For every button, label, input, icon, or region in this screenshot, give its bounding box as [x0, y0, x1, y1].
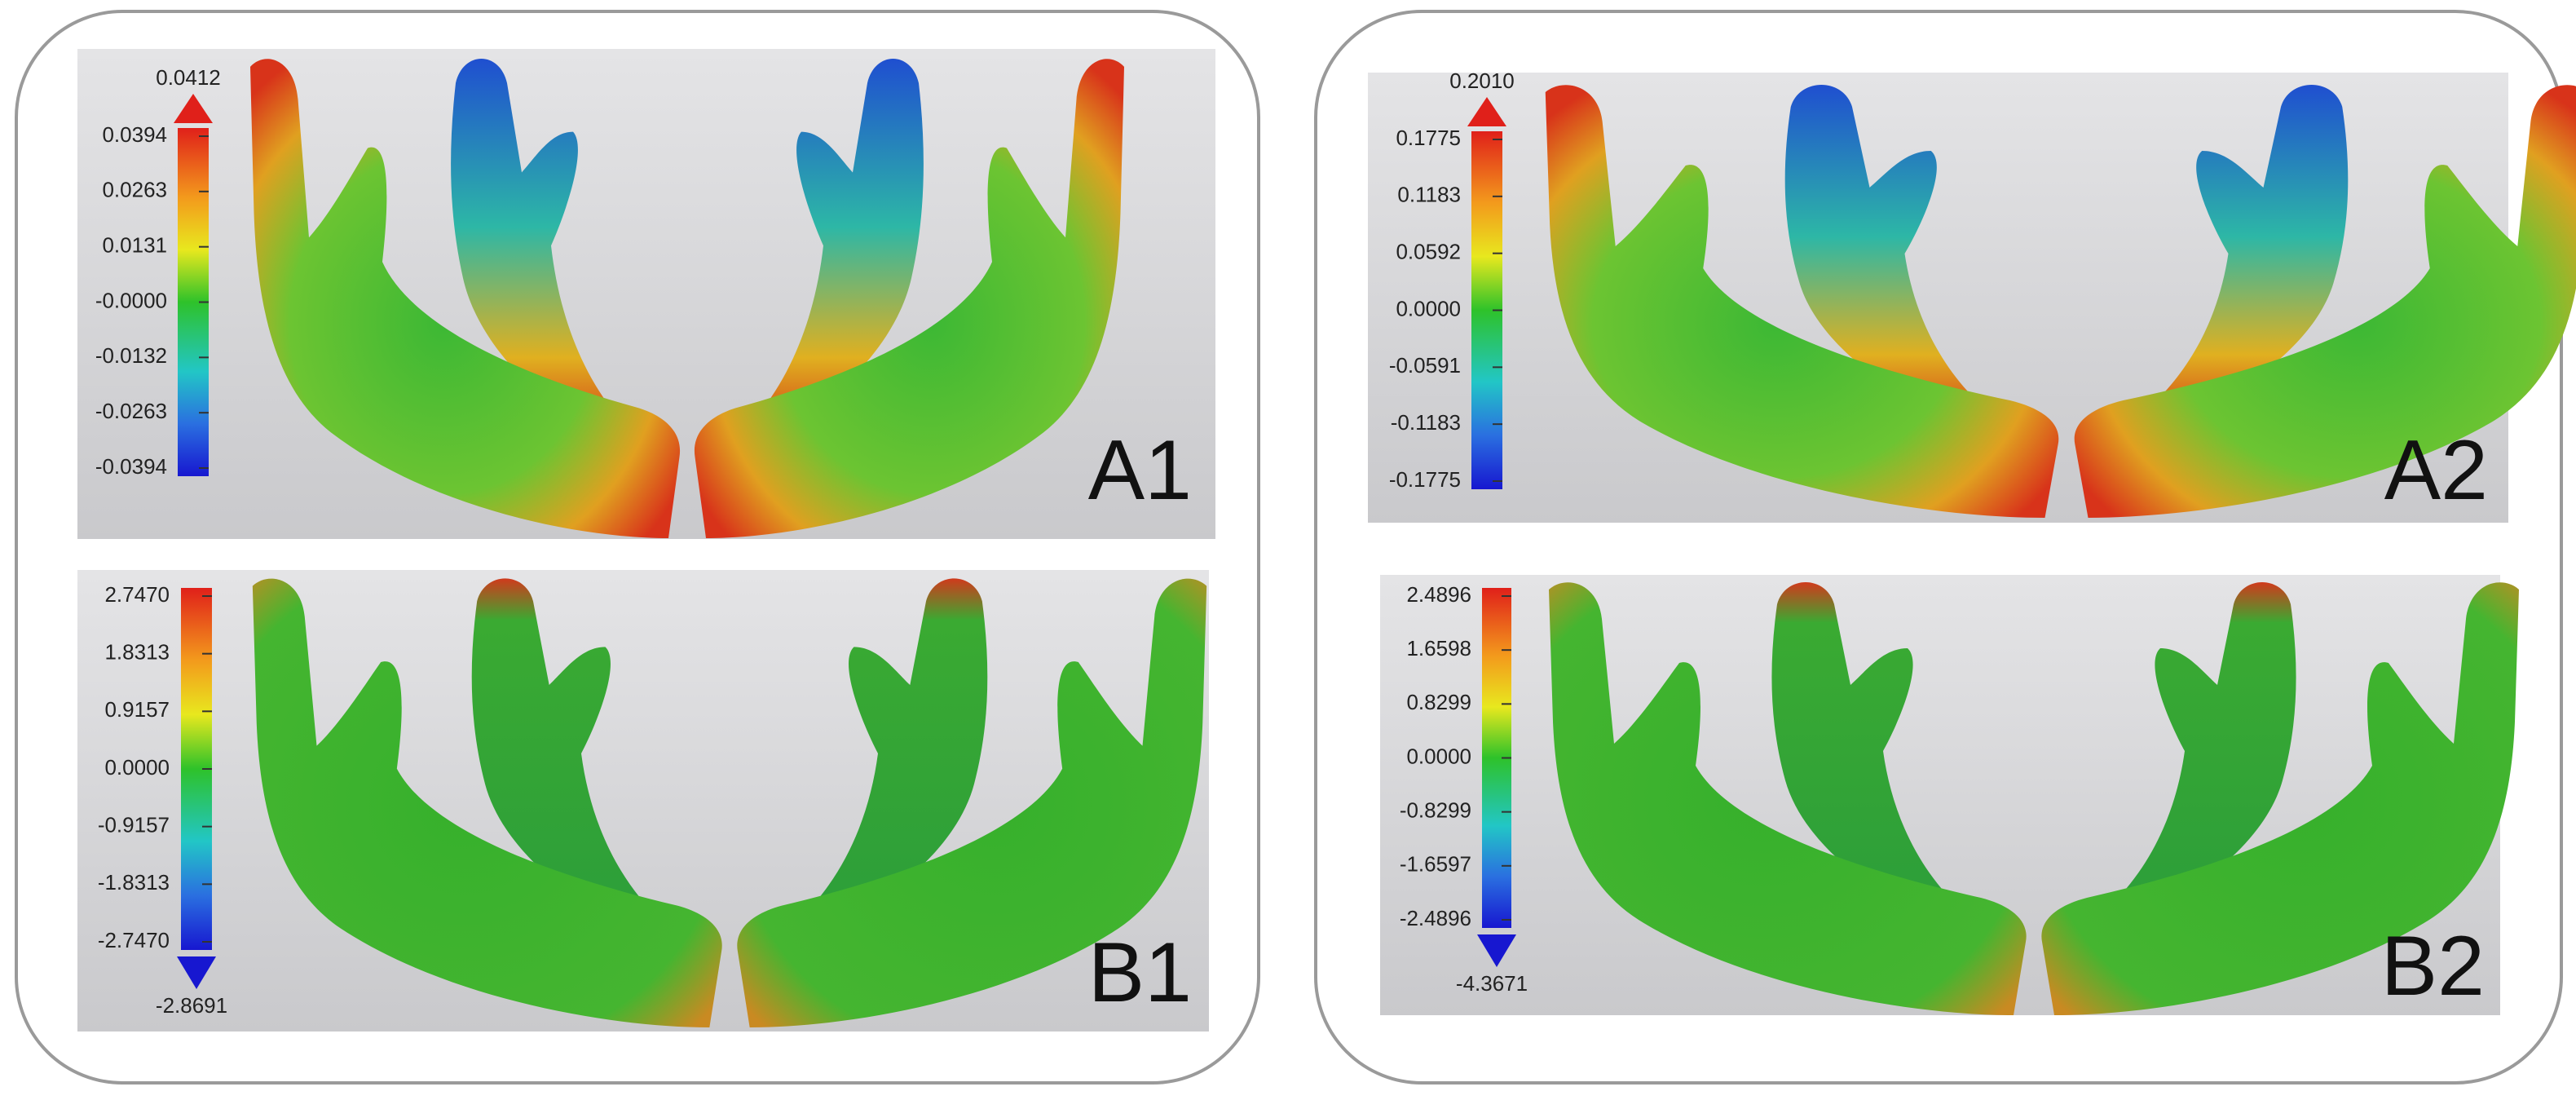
scale-tick-label: 0.0000 [104, 755, 170, 780]
scale-arrow-down [1477, 934, 1516, 967]
scale-tick-label: -0.0591 [1389, 353, 1461, 378]
scale-tick-label: 0.8299 [1406, 690, 1471, 714]
scale-tick-label: 0.1183 [1397, 183, 1461, 207]
panel-label: A2 [2384, 423, 2488, 518]
scale-min-label: -4.3671 [1456, 971, 1528, 996]
scale-max-label: 0.2010 [1449, 68, 1515, 93]
group-frame [15, 10, 1260, 1085]
scale-tick-label: -1.6597 [1400, 852, 1471, 877]
scale-arrow-up [174, 94, 213, 123]
scale-tick-label: -1.8313 [98, 870, 170, 895]
scale-tick-label: -2.7470 [98, 928, 170, 952]
scale-tick-label: 0.0000 [1406, 744, 1471, 768]
scale-tick-label: 2.7470 [104, 582, 170, 607]
scale-tick-label: -2.4896 [1400, 906, 1471, 930]
scale-tick-label: 2.4896 [1406, 582, 1471, 607]
scale-tick-label: -0.0263 [95, 399, 167, 423]
scale-tick-label: -0.1775 [1389, 467, 1461, 492]
panel-label: B2 [2381, 919, 2485, 1014]
scale-tick-label: -0.0000 [95, 288, 167, 312]
panel-label: A1 [1088, 423, 1192, 518]
scale-tick-label: 0.0000 [1396, 296, 1461, 320]
scale-arrow-up [1467, 97, 1506, 126]
scale-tick-label: -0.0394 [95, 454, 167, 479]
scale-min-label: -2.8691 [156, 993, 227, 1018]
scale-tick-label: -0.0132 [95, 343, 167, 368]
scale-tick-label: 0.1775 [1396, 126, 1461, 150]
scale-tick-label: -0.1183 [1391, 410, 1461, 435]
scale-tick-label: 1.6598 [1406, 636, 1471, 660]
scale-tick-label: 0.0592 [1396, 240, 1461, 264]
scale-tick-label: -0.9157 [98, 813, 170, 837]
scale-tick-label: 0.9157 [104, 697, 170, 722]
group-frame [1314, 10, 2563, 1085]
scale-tick-label: 0.0263 [102, 178, 167, 202]
scale-max-label: 0.0412 [156, 65, 221, 90]
scale-tick-label: 0.0394 [102, 122, 167, 147]
scale-arrow-down [177, 956, 216, 989]
panel-label: B1 [1088, 926, 1192, 1020]
scale-tick-label: 1.8313 [104, 640, 170, 665]
scale-tick-label: -0.8299 [1400, 798, 1471, 823]
scale-tick-label: 0.0131 [102, 233, 167, 258]
